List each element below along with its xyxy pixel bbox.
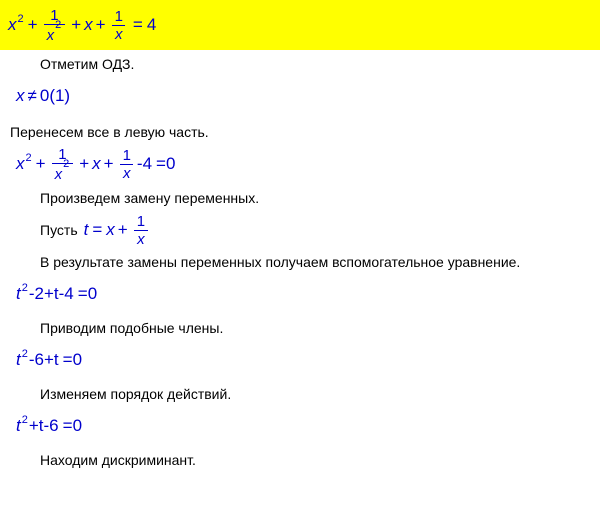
var-x: x	[92, 154, 101, 174]
plus-op: +	[96, 15, 106, 35]
step-discriminant: Находим дискриминант.	[0, 452, 600, 468]
reordered-equation: t2 +t -6 =0	[0, 404, 600, 448]
fraction-1-over-x2: 1 x2	[44, 8, 66, 43]
plus-op: +	[36, 154, 46, 174]
var-x: x	[106, 220, 115, 240]
plus-t: +t	[29, 416, 44, 436]
eq-0: =0	[78, 284, 97, 304]
var-x: x	[84, 15, 93, 35]
fraction-1-over-x: 1 x	[112, 9, 126, 42]
minus-4: -4	[137, 154, 152, 174]
step-substitution: Произведем замену переменных.	[0, 190, 600, 206]
var-t: t	[16, 416, 21, 436]
eq-0: =0	[156, 154, 175, 174]
fraction-1-over-x: 1 x	[134, 214, 148, 247]
step-combine-terms: Приводим подобные члены.	[0, 320, 600, 336]
fraction-1-over-x: 1 x	[120, 148, 134, 181]
plus-op: +	[28, 15, 38, 35]
let-label: Пусть	[40, 222, 78, 238]
original-equation: x2 + 1 x2 + x + 1 x = 4	[8, 8, 156, 43]
combined-equation: t2 -6 +t =0	[0, 338, 600, 382]
minus-2: -2	[29, 284, 44, 304]
let-expression: t = x + 1 x	[84, 214, 151, 247]
var-t: t	[16, 350, 21, 370]
plus-op: +	[71, 15, 81, 35]
aux-equation: t2 -2 +t -4 =0	[0, 272, 600, 316]
exp-2: 2	[26, 152, 32, 164]
plus-t: +t	[44, 350, 59, 370]
var-x: x	[16, 154, 25, 174]
minus-4: -4	[59, 284, 74, 304]
plus-t: +t	[44, 284, 59, 304]
odz-condition: x ≠ 0 (1)	[0, 74, 600, 118]
step-move-left: Перенесем все в левую часть.	[0, 124, 600, 140]
value-4: 4	[147, 15, 156, 35]
var-t: t	[84, 220, 89, 240]
ref-1: (1)	[49, 86, 70, 106]
step-aux-equation: В результате замены переменных получаем …	[0, 254, 600, 270]
frac-num: 1	[112, 9, 126, 25]
neq-op: ≠	[28, 86, 37, 106]
var-x: x	[16, 86, 25, 106]
minus-6: -6	[29, 350, 44, 370]
exp-2: 2	[22, 348, 28, 360]
let-substitution: Пусть t = x + 1 x	[0, 210, 600, 250]
minus-6: -6	[44, 416, 59, 436]
original-equation-highlight: x2 + 1 x2 + x + 1 x = 4	[0, 0, 600, 50]
exp-2: 2	[22, 414, 28, 426]
step-odz-label: Отметим ОДЗ.	[0, 56, 600, 72]
equals-op: =	[92, 220, 102, 240]
eq-0: =0	[63, 416, 82, 436]
plus-op: +	[118, 220, 128, 240]
var-t: t	[16, 284, 21, 304]
plus-op: +	[104, 154, 114, 174]
equation-moved-left: x2 + 1 x2 + x + 1 x -4 =0	[0, 142, 600, 186]
fraction-1-over-x2: 1 x2	[52, 147, 74, 182]
plus-op: +	[79, 154, 89, 174]
exp-2: 2	[22, 282, 28, 294]
step-reorder: Изменяем порядок действий.	[0, 386, 600, 402]
exp-2: 2	[18, 13, 24, 25]
value-0: 0	[40, 86, 49, 106]
var-x: x	[8, 15, 17, 35]
eq-0: =0	[63, 350, 82, 370]
frac-den: x2	[44, 24, 66, 43]
frac-den: x	[112, 25, 126, 42]
equals-op: =	[133, 15, 143, 35]
